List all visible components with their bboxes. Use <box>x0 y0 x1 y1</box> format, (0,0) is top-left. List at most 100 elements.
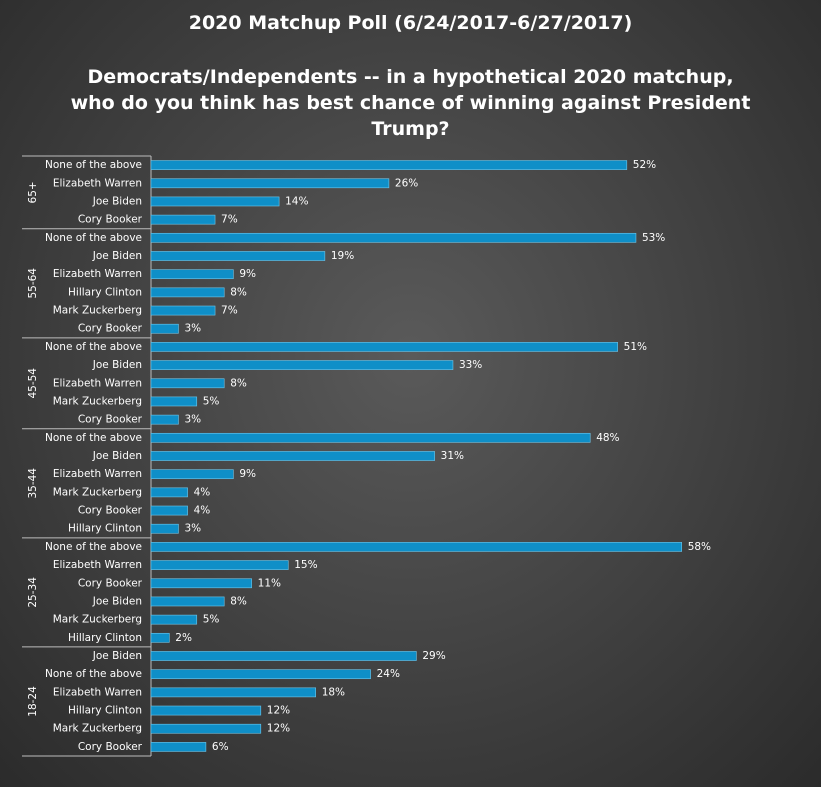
bar <box>150 214 216 225</box>
category-label: Elizabeth Warren <box>53 177 142 189</box>
bar <box>150 414 179 425</box>
category-label: None of the above <box>45 432 142 444</box>
bar <box>150 305 216 316</box>
data-label: 5% <box>203 395 220 407</box>
category-label: Mark Zuckerberg <box>53 395 142 407</box>
category-label: Hillary Clinton <box>68 523 142 535</box>
bar <box>150 560 289 570</box>
group-label: 18-24 <box>27 686 39 717</box>
bar <box>150 523 179 534</box>
category-label: Elizabeth Warren <box>53 468 142 480</box>
category-label: Hillary Clinton <box>68 632 142 644</box>
bar <box>150 669 371 680</box>
category-label: Mark Zuckerberg <box>53 723 142 735</box>
bar <box>150 705 262 716</box>
bar <box>150 614 198 625</box>
category-label: Cory Booker <box>78 323 143 335</box>
category-label: None of the above <box>45 159 142 171</box>
category-label: Elizabeth Warren <box>53 559 142 571</box>
category-label: Joe Biden <box>92 595 142 607</box>
group-label: 55-64 <box>27 268 39 299</box>
data-label: 29% <box>422 650 445 662</box>
data-label: 51% <box>624 341 647 353</box>
bar <box>150 723 262 734</box>
bar <box>150 578 252 589</box>
subtitle-line-1: Democrats/Independents -- in a hypotheti… <box>87 66 734 88</box>
bar <box>150 632 170 643</box>
data-label: 4% <box>194 505 211 517</box>
bar <box>150 651 417 661</box>
category-label: Cory Booker <box>78 741 143 753</box>
bar <box>150 287 225 298</box>
data-label: 24% <box>377 668 400 680</box>
bar <box>150 742 207 752</box>
data-label: 33% <box>459 359 482 371</box>
bar <box>150 360 454 370</box>
data-label: 58% <box>688 541 711 553</box>
bar <box>150 432 591 443</box>
bar <box>150 487 188 498</box>
data-label: 5% <box>203 614 220 626</box>
category-label: Mark Zuckerberg <box>53 614 142 626</box>
category-label: Mark Zuckerberg <box>53 486 142 498</box>
data-label: 8% <box>230 286 247 298</box>
data-label: 2% <box>175 632 192 644</box>
bar <box>150 160 628 170</box>
data-label: 48% <box>596 432 619 444</box>
category-label: Cory Booker <box>78 577 143 589</box>
bar <box>150 196 280 207</box>
category-label: None of the above <box>45 341 142 353</box>
category-label: Hillary Clinton <box>68 286 142 298</box>
category-label: Elizabeth Warren <box>53 686 142 698</box>
category-label: Joe Biden <box>92 250 142 262</box>
data-label: 18% <box>322 686 345 698</box>
data-label: 12% <box>267 705 290 717</box>
category-label: None of the above <box>45 541 142 553</box>
category-label: Mark Zuckerberg <box>53 305 142 317</box>
group-label: 65+ <box>27 181 39 203</box>
data-label: 8% <box>230 377 247 389</box>
category-label: Hillary Clinton <box>68 705 142 717</box>
bar <box>150 378 225 389</box>
chart-subtitle: Democrats/Independents -- in a hypotheti… <box>0 64 821 142</box>
data-label: 7% <box>221 214 238 226</box>
chart-title: 2020 Matchup Poll (6/24/2017-6/27/2017) <box>188 12 633 34</box>
data-label: 14% <box>285 195 308 207</box>
data-label: 9% <box>239 468 256 480</box>
bar <box>150 469 234 480</box>
category-label: None of the above <box>45 668 142 680</box>
data-label: 53% <box>642 232 665 244</box>
category-label: Cory Booker <box>78 214 143 226</box>
bar <box>150 251 326 261</box>
data-label: 26% <box>395 177 418 189</box>
category-label: Joe Biden <box>92 650 142 662</box>
data-label: 4% <box>194 486 211 498</box>
data-label: 3% <box>184 414 201 426</box>
bar <box>150 396 198 407</box>
data-label: 19% <box>331 250 354 262</box>
category-label: Joe Biden <box>92 195 142 207</box>
bar <box>150 451 435 461</box>
bar <box>150 232 637 243</box>
data-label: 3% <box>184 523 201 535</box>
data-label: 7% <box>221 305 238 317</box>
bar <box>150 178 390 189</box>
category-label: Cory Booker <box>78 505 143 517</box>
data-label: 8% <box>230 595 247 607</box>
group-label: 35-44 <box>27 468 39 499</box>
bar <box>150 505 188 516</box>
data-label: 52% <box>633 159 656 171</box>
category-label: Elizabeth Warren <box>53 377 142 389</box>
bar <box>150 687 316 698</box>
bar <box>150 342 618 352</box>
bar <box>150 596 225 607</box>
bar <box>150 542 683 552</box>
category-label: Joe Biden <box>92 450 142 462</box>
data-label: 9% <box>239 268 256 280</box>
category-label: Joe Biden <box>92 359 142 371</box>
data-label: 15% <box>294 559 317 571</box>
subtitle-line-3: Trump? <box>371 118 450 140</box>
category-label: Elizabeth Warren <box>53 268 142 280</box>
